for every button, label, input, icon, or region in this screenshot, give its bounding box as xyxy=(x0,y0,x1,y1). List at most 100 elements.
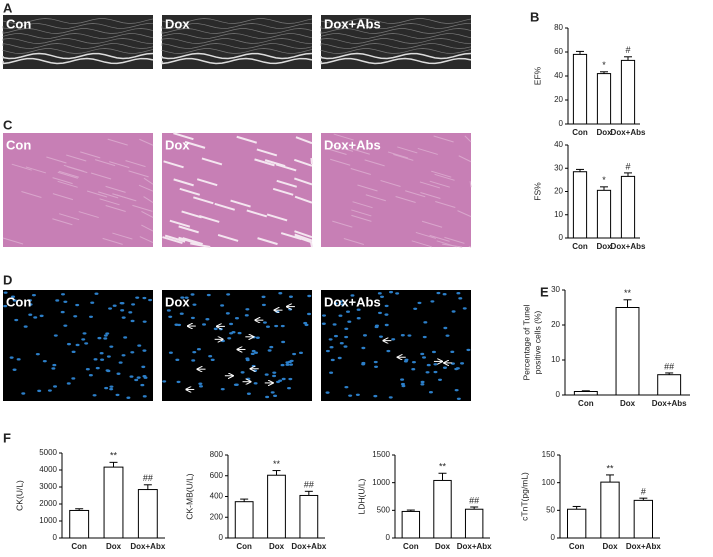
nucleus xyxy=(66,382,71,385)
nucleus xyxy=(23,325,28,328)
nucleus xyxy=(174,323,179,326)
x-tick-label: Dox+Abx xyxy=(457,542,492,551)
he-fiber xyxy=(190,242,211,248)
y-tick-label: 60 xyxy=(554,47,563,56)
y-axis-label: EF% xyxy=(532,66,542,85)
echo-streak xyxy=(320,18,472,24)
he-fiber xyxy=(351,209,372,217)
nucleus xyxy=(272,371,277,374)
he-fiber xyxy=(178,236,199,245)
nucleus xyxy=(386,349,391,353)
he-fiber xyxy=(294,235,313,244)
significance-mark: ** xyxy=(606,463,614,473)
he-fiber xyxy=(457,210,472,218)
nucleus xyxy=(437,378,442,381)
he-fiber xyxy=(332,144,354,152)
nucleus xyxy=(289,363,294,366)
echo-streak xyxy=(2,38,154,44)
he-fiber xyxy=(86,190,108,198)
micrograph: Dox+Abs xyxy=(321,133,472,248)
micrograph: Dox+Abs xyxy=(321,290,471,401)
nucleus xyxy=(11,295,16,298)
image-label: Dox+Abs xyxy=(324,294,381,309)
he-fiber xyxy=(326,148,347,155)
image-label: Dox+Abs xyxy=(324,16,381,31)
bar xyxy=(633,499,654,539)
nucleus xyxy=(333,302,338,305)
bar xyxy=(401,510,421,539)
nucleus xyxy=(458,297,463,300)
he-fiber xyxy=(421,220,443,228)
nucleus xyxy=(89,315,94,318)
nucleus xyxy=(428,391,433,394)
nucleus xyxy=(361,346,366,350)
he-fiber xyxy=(332,220,353,228)
nucleus xyxy=(261,295,266,299)
he-fiber xyxy=(138,184,154,192)
nucleus xyxy=(205,318,210,321)
nucleus xyxy=(95,366,100,370)
nucleus xyxy=(231,331,236,334)
nucleus xyxy=(21,392,26,395)
echo-streak xyxy=(2,57,154,65)
nucleus xyxy=(379,295,384,298)
nucleus xyxy=(97,336,102,340)
nucleus xyxy=(220,304,225,307)
nucleus xyxy=(466,348,471,352)
nucleus xyxy=(71,350,76,354)
y-tick-label: 0 xyxy=(559,233,564,242)
echo-streak xyxy=(161,38,313,44)
bar xyxy=(267,474,286,539)
he-fiber xyxy=(365,194,386,202)
nucleus xyxy=(422,356,427,359)
nucleus xyxy=(28,313,33,316)
nucleus xyxy=(269,345,274,349)
nucleus xyxy=(404,358,409,362)
nucleus xyxy=(93,358,98,361)
nucleus xyxy=(225,312,230,315)
nucleus xyxy=(400,382,405,386)
nucleus xyxy=(321,322,326,325)
nucleus xyxy=(460,362,465,365)
nucleus xyxy=(253,382,258,385)
nucleus xyxy=(190,316,195,320)
nucleus xyxy=(361,361,366,365)
nucleus xyxy=(51,367,56,370)
nucleus xyxy=(240,371,245,374)
nucleus xyxy=(234,316,239,320)
nucleus xyxy=(142,375,147,378)
nucleus xyxy=(340,303,345,306)
nucleus xyxy=(121,316,126,319)
x-tick-label: Con xyxy=(569,542,585,551)
echo-streak xyxy=(320,52,472,60)
nucleus xyxy=(377,292,382,295)
nucleus xyxy=(356,317,361,320)
nucleus xyxy=(33,316,38,319)
nucleus xyxy=(395,292,400,295)
he-fiber xyxy=(80,151,101,159)
nucleus xyxy=(362,334,367,337)
nucleus xyxy=(142,296,147,300)
nucleus xyxy=(198,382,203,385)
he-fiber xyxy=(276,179,298,188)
x-tick-label: Dox xyxy=(620,399,636,408)
echo-streak xyxy=(320,48,472,54)
nucleus xyxy=(275,310,280,314)
nucleus xyxy=(175,358,180,362)
he-fiber xyxy=(419,181,441,189)
nucleus xyxy=(270,391,275,394)
nucleus xyxy=(350,294,355,297)
he-fiber xyxy=(116,194,137,202)
nucleus xyxy=(325,391,330,394)
x-tick-label: Dox+Abs xyxy=(611,128,646,137)
he-fiber xyxy=(433,135,454,143)
echo-streak xyxy=(161,33,313,39)
he-fiber xyxy=(310,157,313,165)
nucleus xyxy=(71,377,76,380)
he-fiber xyxy=(143,196,154,203)
bar xyxy=(620,59,636,125)
significance-mark: ## xyxy=(664,361,674,371)
he-fiber xyxy=(294,177,313,186)
nucleus xyxy=(454,388,459,392)
image-label: Con xyxy=(6,294,31,309)
